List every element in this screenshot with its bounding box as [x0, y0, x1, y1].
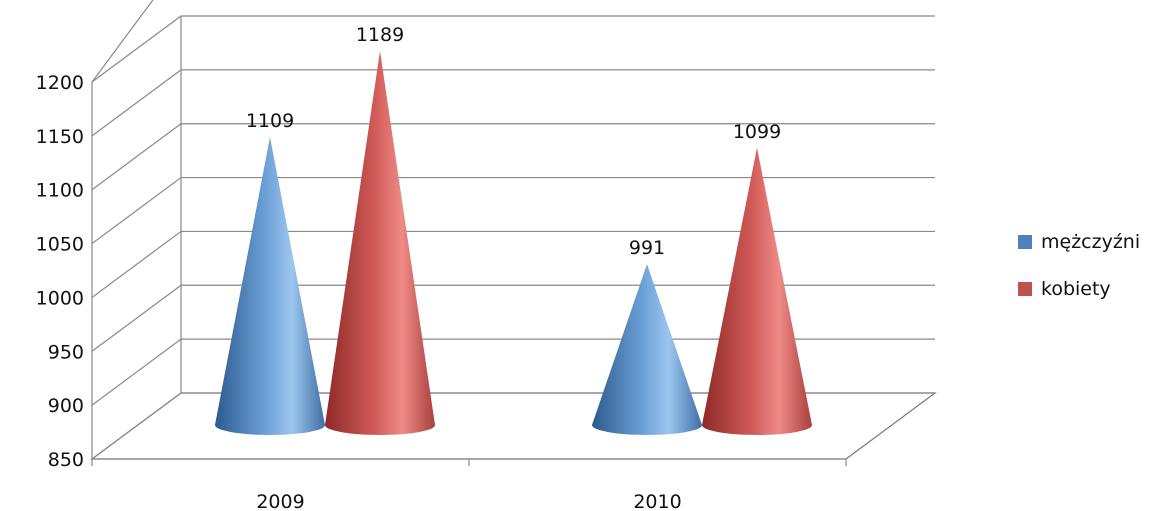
y-tick-label: 1000: [36, 287, 84, 309]
gridline-diagonal: [91, 0, 154, 83]
legend-swatch-men: [1018, 235, 1032, 249]
gridline-diagonal: [91, 15, 182, 83]
cone-women: [702, 147, 812, 435]
y-tick-label: 1050: [36, 234, 84, 256]
cone-men: [215, 137, 325, 435]
axes: [91, 458, 847, 466]
cone-body: [325, 50, 435, 435]
x-axis-categories: 2009 2010: [256, 491, 681, 511]
data-label: 1189: [356, 24, 404, 46]
cone-body: [702, 147, 812, 435]
gridline-diagonal: [91, 230, 182, 298]
y-tick-label: 1100: [36, 180, 84, 202]
x-tick-label: 2009: [256, 491, 304, 511]
cone-body: [215, 137, 325, 435]
data-label: 1099: [733, 121, 781, 143]
data-label: 991: [629, 237, 665, 259]
gridlines: [91, 0, 935, 460]
y-tick-label: 900: [48, 395, 84, 417]
legend-swatch-women: [1018, 282, 1032, 296]
cone-body: [592, 264, 702, 435]
y-axis-ticks: 850 900 950 1000 1050 1100 1150 1200: [36, 72, 84, 471]
cone-women: [325, 50, 435, 435]
cones: [215, 50, 812, 435]
legend-item: kobiety: [1018, 277, 1140, 301]
y-tick-label: 1200: [36, 72, 84, 94]
data-label: 1109: [246, 110, 294, 132]
x-tick-label: 2010: [633, 491, 681, 511]
gridline-diagonal: [91, 69, 182, 137]
y-tick-label: 950: [48, 341, 84, 363]
legend-item: mężczyźni: [1018, 230, 1140, 254]
legend-label-men: mężczyźni: [1041, 231, 1141, 253]
legend: mężczyźni kobiety: [1018, 230, 1140, 324]
data-labels: 1109 1189 991 1099: [246, 24, 781, 259]
legend-label-women: kobiety: [1041, 278, 1111, 300]
gridline-diagonal: [91, 338, 182, 406]
gridline-diagonal: [91, 123, 182, 191]
gridline-diagonal: [91, 284, 182, 352]
y-tick-label: 1150: [36, 126, 84, 148]
y-tick-label: 850: [48, 449, 84, 471]
gridline-diagonal: [91, 177, 182, 245]
gridline-diagonal: [91, 392, 182, 460]
cone-men: [592, 264, 702, 435]
